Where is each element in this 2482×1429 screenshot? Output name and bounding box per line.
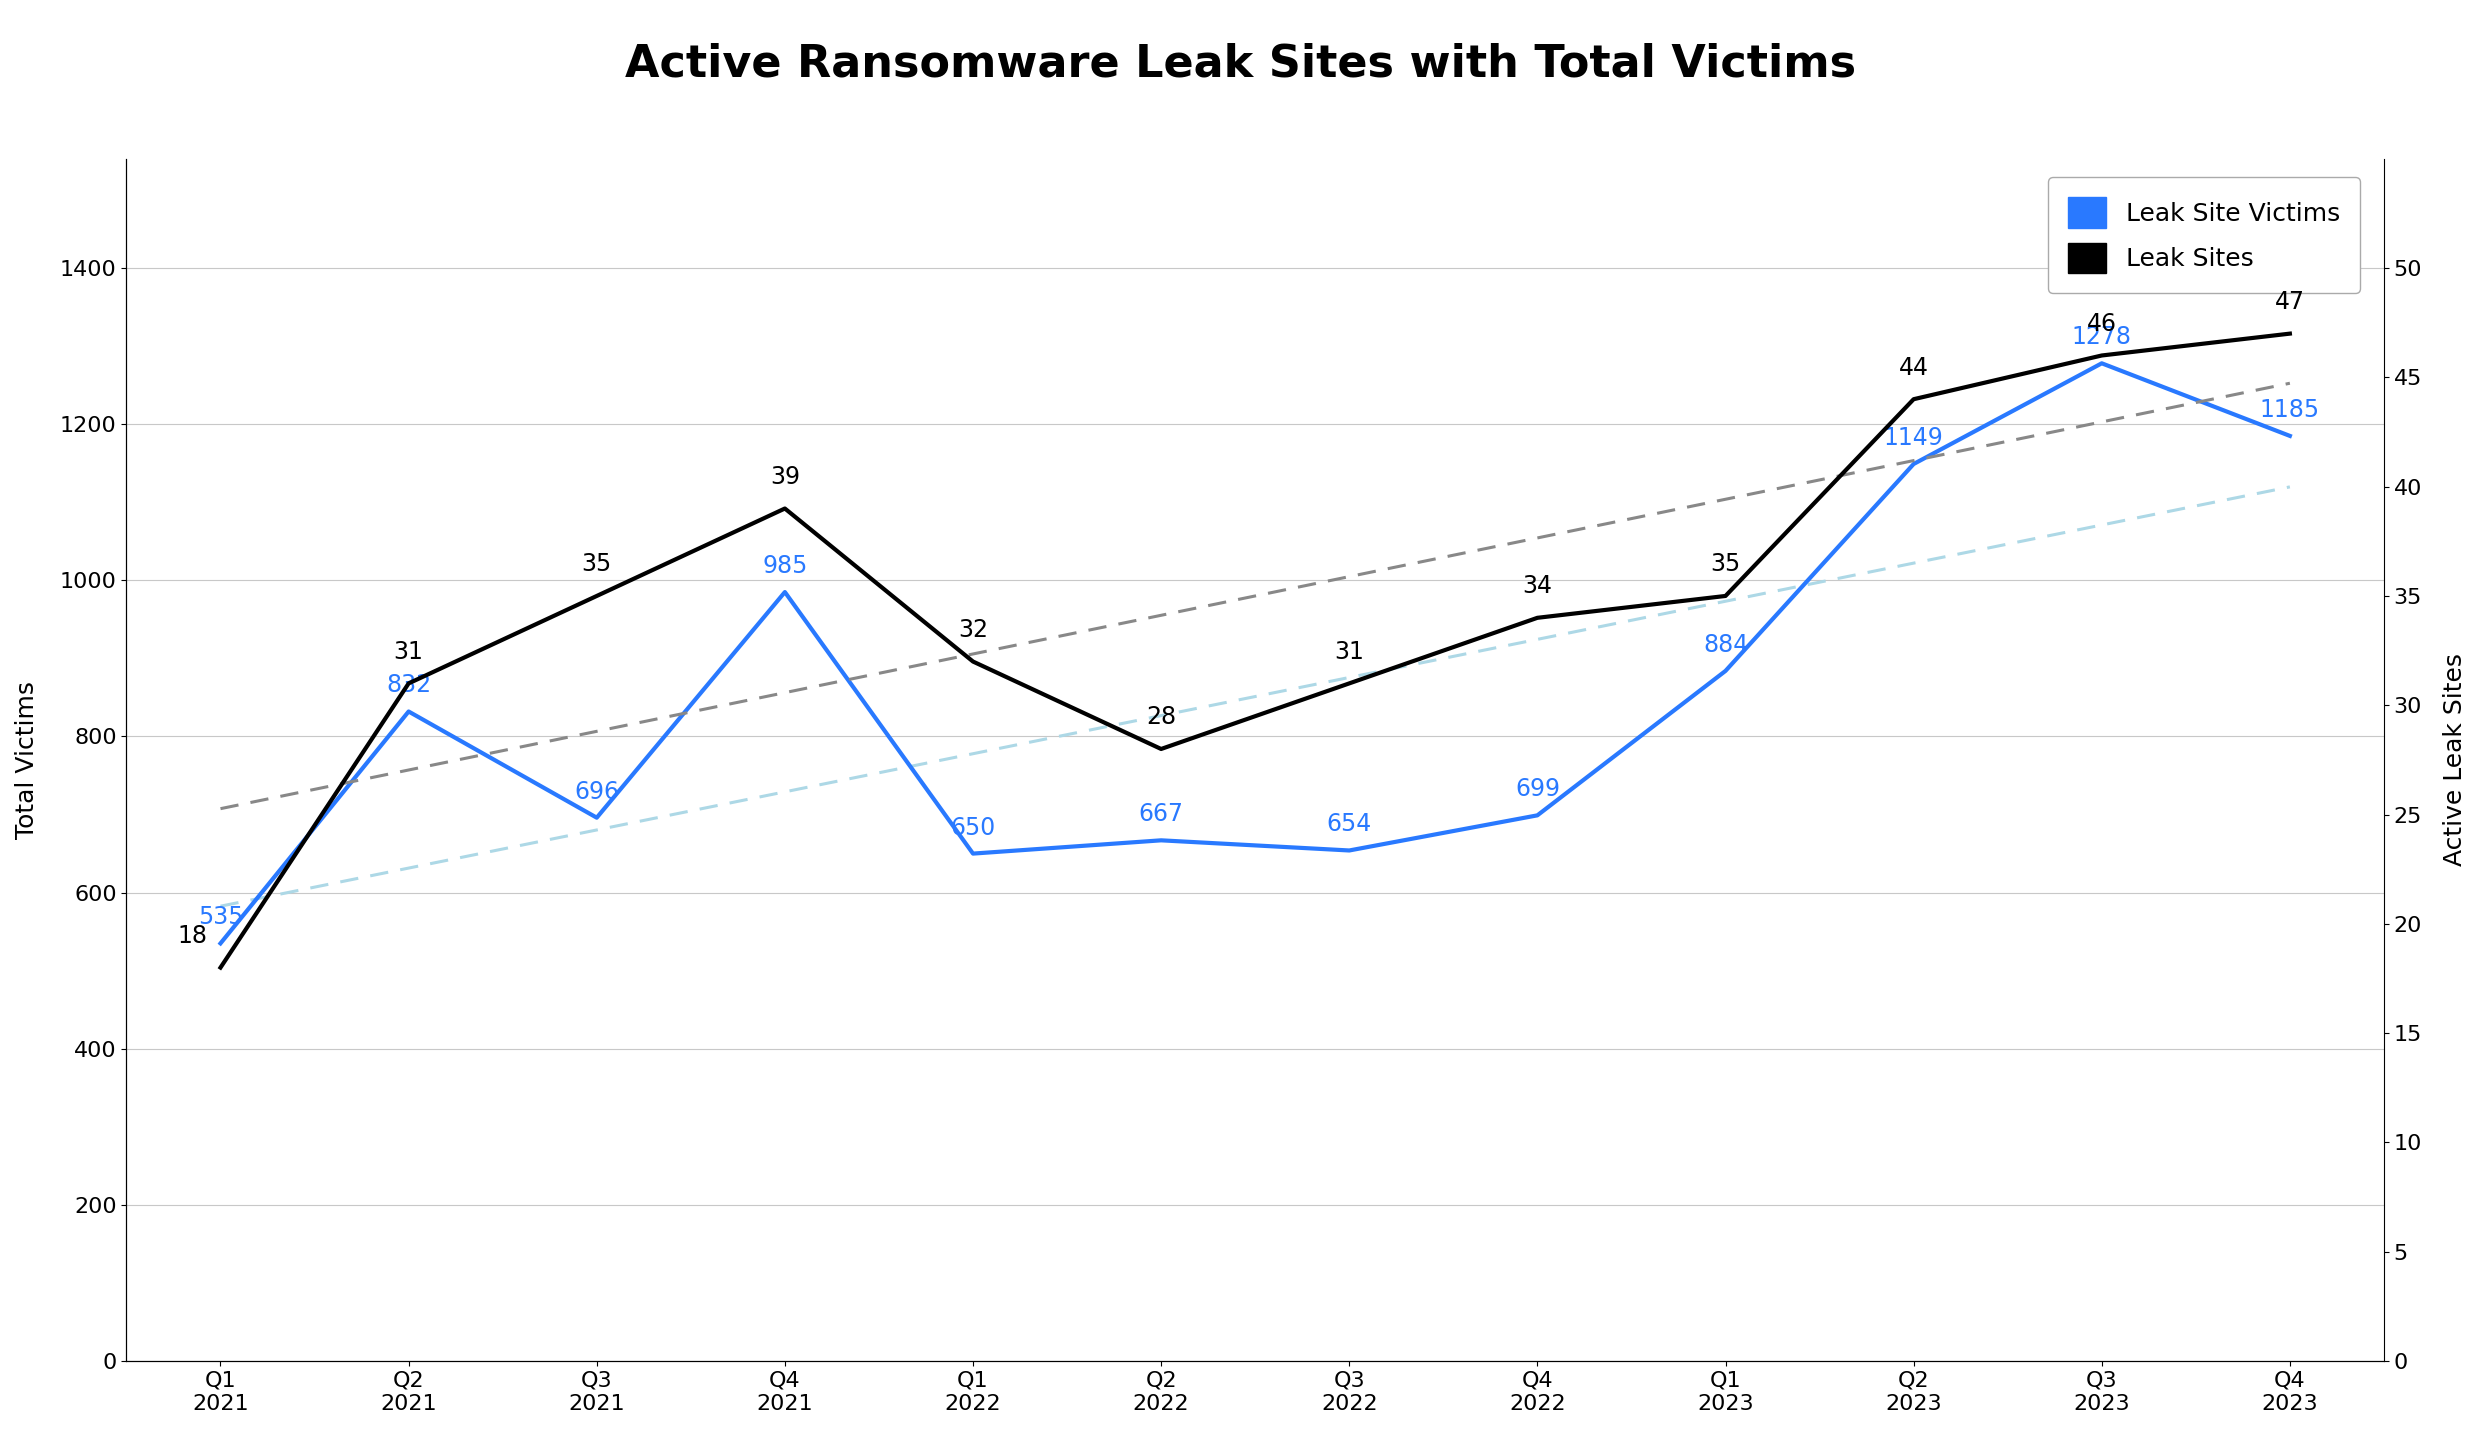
Text: 1149: 1149 xyxy=(1884,426,1943,450)
Text: 650: 650 xyxy=(951,816,995,840)
Leak Site Victims xyxy=(958,845,988,862)
Text: 31: 31 xyxy=(395,640,424,663)
Text: 832: 832 xyxy=(387,673,432,697)
Leak Site Victims xyxy=(2276,427,2306,444)
Leak Sites xyxy=(1710,587,1740,604)
Text: 31: 31 xyxy=(1335,640,1365,663)
Leak Site Victims xyxy=(769,583,799,600)
Y-axis label: Active Leak Sites: Active Leak Sites xyxy=(2442,653,2467,866)
Text: 1185: 1185 xyxy=(2259,397,2321,422)
Leak Site Victims xyxy=(581,809,611,826)
Leak Sites xyxy=(769,500,799,517)
Text: 46: 46 xyxy=(2087,312,2117,336)
Leak Sites xyxy=(1899,390,1929,407)
Leak Sites xyxy=(1147,740,1176,757)
Leak Sites xyxy=(206,959,236,976)
Y-axis label: Total Victims: Total Victims xyxy=(15,680,40,839)
Leak Sites xyxy=(1335,674,1365,692)
Leak Site Victims xyxy=(1147,832,1176,849)
Text: 884: 884 xyxy=(1703,633,1747,657)
Text: 35: 35 xyxy=(581,552,613,576)
Text: 18: 18 xyxy=(176,925,208,947)
Leak Sites xyxy=(1521,609,1551,626)
Leak Sites xyxy=(581,587,611,604)
Text: 39: 39 xyxy=(769,464,799,489)
Leak Site Victims xyxy=(206,935,236,952)
Text: 32: 32 xyxy=(958,617,988,642)
Text: 699: 699 xyxy=(1514,777,1559,802)
Leak Site Victims xyxy=(2087,354,2117,372)
Leak Sites xyxy=(2087,347,2117,364)
Text: 44: 44 xyxy=(1899,356,1929,380)
Text: 35: 35 xyxy=(1710,552,1740,576)
Text: Active Ransomware Leak Sites with Total Victims: Active Ransomware Leak Sites with Total … xyxy=(625,43,1857,86)
Leak Sites xyxy=(958,653,988,670)
Leak Site Victims xyxy=(1521,807,1551,825)
Legend: Leak Site Victims, Leak Sites: Leak Site Victims, Leak Sites xyxy=(2048,177,2360,293)
Leak Sites xyxy=(395,674,424,692)
Text: 1278: 1278 xyxy=(2072,326,2132,349)
Line: Leak Site Victims: Leak Site Victims xyxy=(221,363,2291,943)
Text: 667: 667 xyxy=(1139,802,1184,826)
Text: 47: 47 xyxy=(2276,290,2306,314)
Line: Leak Sites: Leak Sites xyxy=(221,333,2291,967)
Leak Site Victims xyxy=(1335,842,1365,859)
Leak Site Victims xyxy=(1710,662,1740,679)
Text: 34: 34 xyxy=(1521,574,1551,599)
Text: 28: 28 xyxy=(1147,706,1176,729)
Text: 654: 654 xyxy=(1325,813,1373,836)
Leak Sites xyxy=(2276,324,2306,342)
Leak Site Victims xyxy=(395,703,424,720)
Text: 535: 535 xyxy=(199,906,243,929)
Text: 985: 985 xyxy=(762,554,807,577)
Text: 696: 696 xyxy=(573,780,618,803)
Leak Site Victims xyxy=(1899,456,1929,473)
